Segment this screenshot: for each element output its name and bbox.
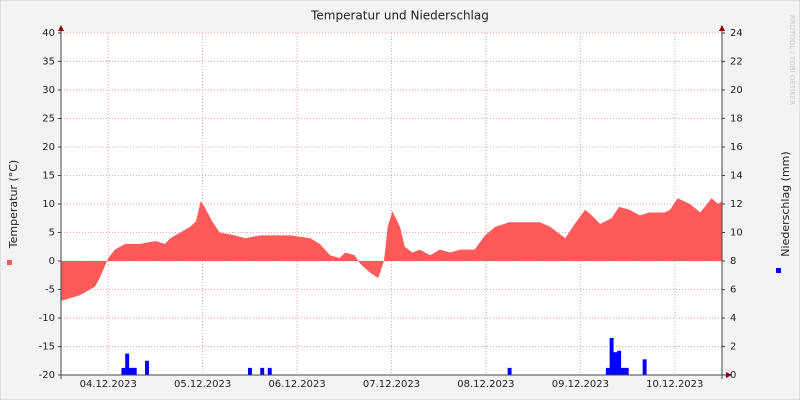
precipitation-bar — [617, 350, 622, 375]
y-axis-title: Temperatur (°C) — [7, 160, 20, 249]
precipitation-bar — [605, 367, 610, 375]
precipitation-bar — [260, 367, 265, 375]
precipitation-bar — [642, 359, 647, 375]
y2-tick-label: 2 — [730, 342, 736, 353]
legend-marker — [7, 260, 12, 265]
y2-tick-label: 10 — [730, 228, 743, 239]
x-tick-label: 09.12.2023 — [552, 379, 609, 390]
y2-tick-label: 24 — [730, 28, 743, 39]
x-tick-label: 10.12.2023 — [646, 379, 703, 390]
precipitation-bar — [624, 367, 629, 375]
precipitation-bar — [507, 367, 512, 375]
x-tick-label: 06.12.2023 — [268, 379, 325, 390]
legend-marker — [776, 268, 781, 273]
y-tick-label: 35 — [42, 57, 55, 68]
y-tick-label: -10 — [39, 313, 55, 324]
y2-tick-label: 14 — [730, 171, 743, 182]
y-tick-label: 15 — [42, 171, 55, 182]
watermark: RRDTOOL / TOBI OETIKER — [788, 15, 796, 105]
precipitation-bar — [267, 367, 272, 375]
marks — [61, 198, 722, 375]
y-tick-label: -20 — [39, 370, 55, 381]
axis-arrow — [726, 372, 732, 378]
precipitation-bar — [620, 367, 625, 375]
precipitation-bar — [145, 360, 149, 375]
axes — [58, 25, 732, 379]
x-tick-label: 07.12.2023 — [363, 379, 420, 390]
y2-tick-label: 20 — [730, 85, 743, 96]
axis-arrow — [58, 25, 64, 31]
y2-tick-label: 18 — [730, 114, 743, 125]
x-tick-label: 08.12.2023 — [457, 379, 514, 390]
y2-tick-label: 12 — [730, 199, 743, 210]
axis-arrow — [719, 25, 725, 31]
y-tick-label: 20 — [42, 142, 55, 153]
y2-tick-label: 8 — [730, 256, 736, 267]
y2-tick-label: 0 — [730, 370, 736, 381]
precipitation-bar — [247, 367, 252, 375]
chart-title: Temperatur und Niederschlag — [310, 9, 489, 23]
y-tick-label: 10 — [42, 199, 55, 210]
y-tick-label: -5 — [45, 285, 55, 296]
precipitation-bar — [613, 352, 618, 375]
y-tick-label: -15 — [39, 342, 55, 353]
y-tick-label: 40 — [42, 28, 55, 39]
y2-tick-label: 22 — [730, 57, 743, 68]
precipitation-bar — [121, 367, 126, 375]
y-tick-label: 0 — [49, 256, 55, 267]
x-tick-label: 04.12.2023 — [80, 379, 137, 390]
y2-tick-label: 4 — [730, 313, 736, 324]
precipitation-bar — [128, 367, 133, 375]
precipitation-bar — [125, 353, 130, 375]
temperature-area — [61, 198, 722, 301]
y-tick-label: 25 — [42, 114, 55, 125]
y-tick-label: 30 — [42, 85, 55, 96]
y-tick-label: 5 — [49, 228, 55, 239]
x-tick-label: 05.12.2023 — [174, 379, 231, 390]
y2-axis-title: Niederschlag (mm) — [779, 151, 792, 256]
precipitation-bar — [609, 337, 614, 375]
y2-tick-label: 6 — [730, 285, 736, 296]
y2-tick-label: 16 — [730, 142, 743, 153]
precipitation-bar — [132, 367, 137, 375]
